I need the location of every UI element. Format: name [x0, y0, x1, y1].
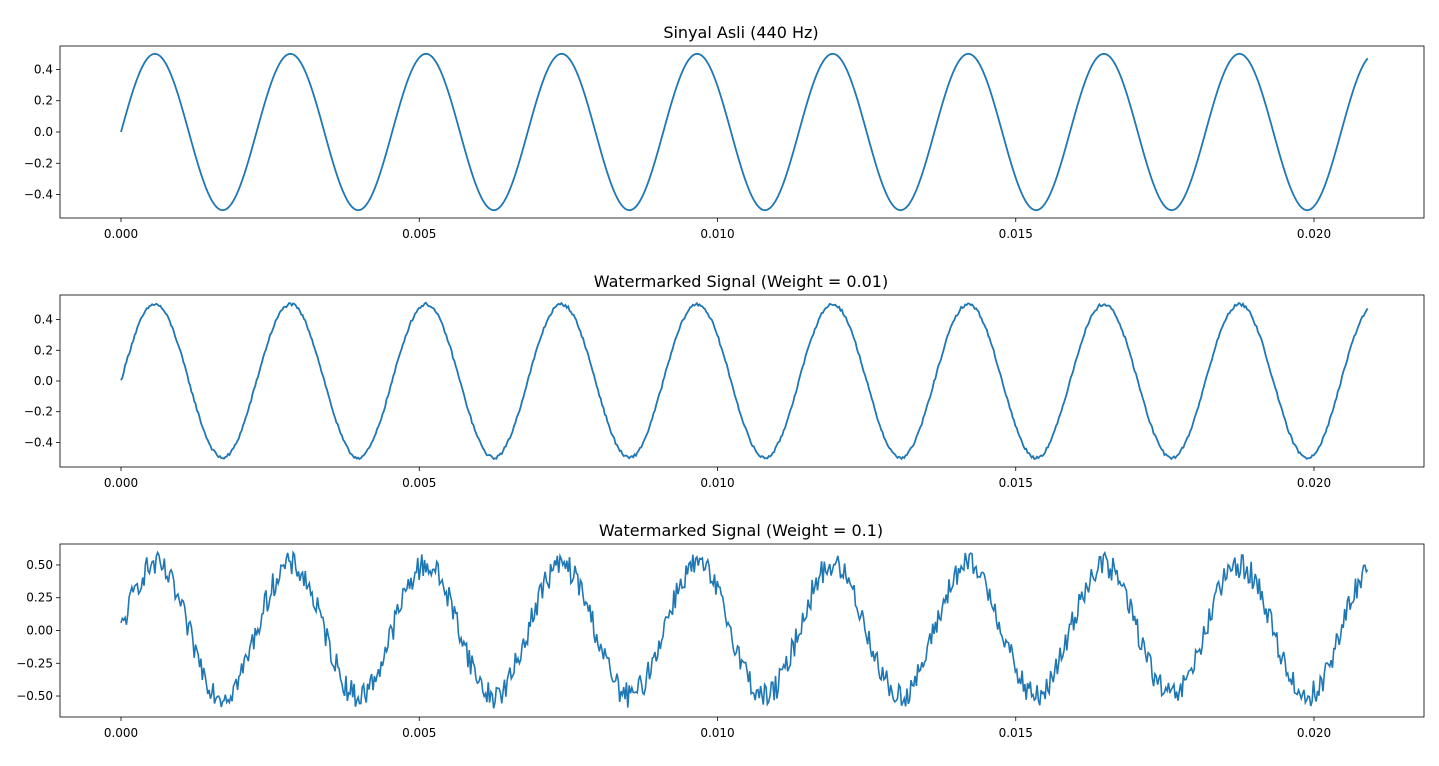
y-tick-label: −0.4 — [24, 188, 53, 202]
series-line — [121, 552, 1368, 708]
x-tick-label: 0.005 — [402, 227, 436, 241]
axes-frame — [60, 46, 1424, 218]
y-tick-label: 0.4 — [34, 62, 53, 76]
y-tick-label: −0.50 — [16, 689, 53, 703]
x-tick-label: 0.015 — [999, 726, 1033, 740]
subplot-title: Watermarked Signal (Weight = 0.1) — [599, 521, 883, 540]
y-tick-label: −0.25 — [16, 656, 53, 670]
x-tick-label: 0.015 — [999, 227, 1033, 241]
subplot-watermarked-01: Watermarked Signal (Weight = 0.1) 0.000 0… — [16, 521, 1424, 740]
axes-frame — [60, 295, 1424, 467]
x-tick-label: 0.020 — [1297, 726, 1331, 740]
y-tick-label: −0.4 — [24, 435, 53, 449]
x-tick-label: 0.020 — [1297, 476, 1331, 490]
y-tick-label: 0.2 — [34, 343, 53, 357]
y-tick-label: 0.0 — [34, 374, 53, 388]
series-line — [121, 54, 1368, 210]
y-tick-label: 0.50 — [26, 558, 53, 572]
y-tick-label: −0.2 — [24, 156, 53, 170]
x-tick-label: 0.000 — [104, 227, 138, 241]
x-tick-label: 0.010 — [700, 726, 734, 740]
x-tick-label: 0.005 — [402, 476, 436, 490]
x-tick-label: 0.000 — [104, 476, 138, 490]
y-tick-label: 0.0 — [34, 125, 53, 139]
y-tick-label: 0.00 — [26, 624, 53, 638]
subplot-watermarked-001: Watermarked Signal (Weight = 0.01) 0.000… — [24, 272, 1424, 490]
x-tick-label: 0.005 — [402, 726, 436, 740]
series-line — [121, 303, 1368, 459]
subplot-title: Watermarked Signal (Weight = 0.01) — [594, 272, 888, 291]
axes-frame — [60, 544, 1424, 717]
plot-area: 0.000 0.005 0.010 0.015 0.020 −0.4 −0.2 0.0 0.2 0… — [24, 295, 1424, 490]
y-tick-label: −0.2 — [24, 405, 53, 419]
y-tick-label: 0.4 — [34, 313, 53, 327]
subplot-original-signal: Sinyal Asli (440 Hz) 0.000 0.005 0.010 0.01… — [24, 23, 1424, 241]
x-tick-label: 0.015 — [999, 476, 1033, 490]
y-tick-label: 0.2 — [34, 94, 53, 108]
subplot-title: Sinyal Asli (440 Hz) — [663, 23, 818, 42]
y-tick-label: 0.25 — [26, 591, 53, 605]
x-tick-label: 0.000 — [104, 726, 138, 740]
x-tick-label: 0.010 — [700, 227, 734, 241]
x-tick-label: 0.010 — [700, 476, 734, 490]
plot-area: 0.000 0.005 0.010 0.015 0.020 −0.50 −0.25 0.00 0… — [16, 544, 1424, 740]
plot-area: 0.000 0.005 0.010 0.015 0.020 −0.4 −0.2 0.0 0.2 0… — [24, 46, 1424, 241]
x-tick-label: 0.020 — [1297, 227, 1331, 241]
